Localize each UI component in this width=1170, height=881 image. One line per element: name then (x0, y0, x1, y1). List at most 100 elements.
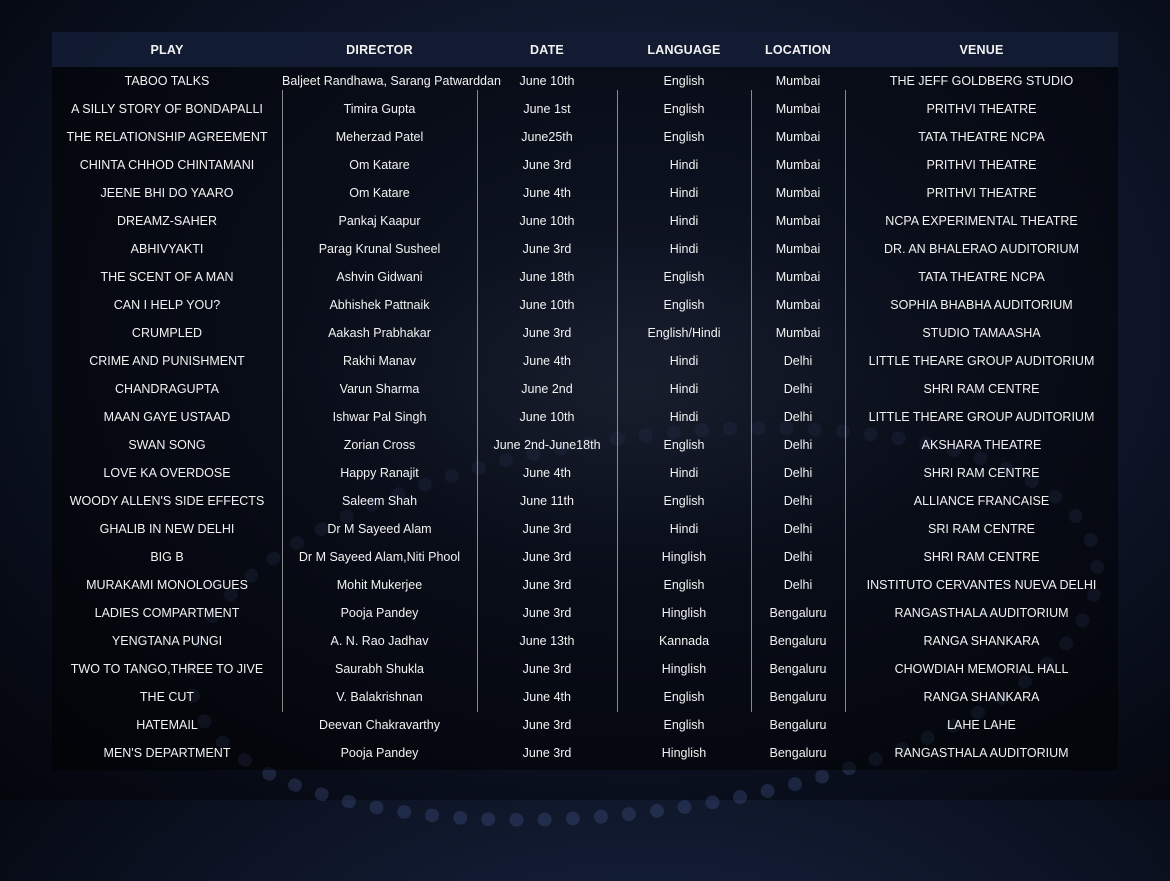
cell-language: English (663, 298, 705, 312)
cell-date: June 2nd-June18th (493, 438, 601, 452)
cell-location: Bengaluru (769, 606, 827, 620)
cell-play: LADIES COMPARTMENT (94, 606, 240, 620)
cell-venue: LITTLE THEARE GROUP AUDITORIUM (868, 354, 1095, 368)
cell-venue: SHRI RAM CENTRE (923, 382, 1040, 396)
cell-date: June 3rd (522, 242, 572, 256)
cell-director: V. Balakrishnan (336, 690, 423, 704)
cell-language: Kannada (658, 634, 710, 648)
cell-language: English (663, 102, 705, 116)
cell-play: MAAN GAYE USTAAD (103, 410, 231, 424)
cell-date: June 10th (519, 410, 575, 424)
cell-location: Mumbai (775, 102, 821, 116)
cell-venue: THE JEFF GOLDBERG STUDIO (889, 74, 1074, 88)
table-row: MAAN GAYE USTAAD Ishwar Pal Singh June 10t… (52, 403, 1118, 431)
cell-venue: LITTLE THEARE GROUP AUDITORIUM (868, 410, 1095, 424)
cell-play: CHINTA CHHOD CHINTAMANI (79, 158, 255, 172)
cell-location: Mumbai (775, 74, 821, 88)
table-row: THE CUT V. Balakrishnan June 4th English Ben… (52, 683, 1118, 711)
table-row: CHANDRAGUPTA Varun Sharma June 2nd Hindi Del… (52, 375, 1118, 403)
cell-language: English (663, 438, 705, 452)
cell-location: Bengaluru (769, 718, 827, 732)
cell-language: Hindi (669, 214, 699, 228)
cell-venue: NCPA EXPERIMENTAL THEATRE (885, 214, 1078, 228)
table-row: BIG B Dr M Sayeed Alam,Niti Phool June 3rd… (52, 543, 1118, 571)
cell-venue: STUDIO TAMAASHA (922, 326, 1041, 340)
cell-director: Aakash Prabhakar (328, 326, 431, 340)
plays-schedule-table: PLAY DIRECTOR DATE LANGUAGE LOCATION VENUE TA… (52, 32, 1118, 767)
cell-director: Pooja Pandey (340, 746, 419, 760)
cell-location: Mumbai (775, 214, 821, 228)
cell-venue: SOPHIA BHABHA AUDITORIUM (890, 298, 1073, 312)
cell-director: Happy Ranajit (340, 466, 419, 480)
cell-play: MEN'S DEPARTMENT (103, 746, 231, 760)
cell-play: CRUMPLED (131, 326, 203, 340)
cell-play: TABOO TALKS (124, 74, 210, 88)
cell-play: CHANDRAGUPTA (115, 382, 219, 396)
column-header-venue: VENUE (845, 32, 1118, 67)
cell-play: ABHIVYAKTI (130, 242, 204, 256)
cell-date: June 1st (523, 102, 571, 116)
cell-date: June 3rd (522, 522, 572, 536)
column-header-language: LANGUAGE (617, 32, 751, 67)
cell-location: Delhi (783, 550, 813, 564)
cell-director: Timira Gupta (343, 102, 416, 116)
cell-location: Delhi (783, 354, 813, 368)
cell-director: Abhishek Pattnaik (329, 298, 430, 312)
cell-location: Mumbai (775, 270, 821, 284)
table-row: THE SCENT OF A MAN Ashvin Gidwani June 18t… (52, 263, 1118, 291)
cell-date: June 10th (519, 298, 575, 312)
cell-director: Dr M Sayeed Alam (327, 522, 432, 536)
table-row: SWAN SONG Zorian Cross June 2nd-June18th En… (52, 431, 1118, 459)
table-row: A SILLY STORY OF BONDAPALLI Timira Gupta J… (52, 95, 1118, 123)
cell-director: Saurabh Shukla (335, 662, 424, 676)
table-row: TABOO TALKS Baljeet Randhawa, Sarang Patw… (52, 67, 1118, 95)
column-divider (282, 90, 283, 712)
cell-play: WOODY ALLEN'S SIDE EFFECTS (69, 494, 265, 508)
cell-location: Delhi (783, 382, 813, 396)
cell-play: SWAN SONG (128, 438, 206, 452)
cell-venue: RANGA SHANKARA (923, 634, 1040, 648)
cell-venue: TATA THEATRE NCPA (918, 130, 1045, 144)
table-row: GHALIB IN NEW DELHI Dr M Sayeed Alam June … (52, 515, 1118, 543)
cell-location: Mumbai (775, 298, 821, 312)
column-header-date: DATE (477, 32, 617, 67)
cell-location: Bengaluru (769, 746, 827, 760)
cell-language: English (663, 718, 705, 732)
cell-date: June 4th (523, 354, 571, 368)
cell-location: Bengaluru (769, 634, 827, 648)
cell-director: A. N. Rao Jadhav (330, 634, 429, 648)
table-row: MEN'S DEPARTMENT Pooja Pandey June 3rd Hing… (52, 739, 1118, 767)
cell-location: Mumbai (775, 242, 821, 256)
cell-director: Varun Sharma (339, 382, 420, 396)
cell-date: June 4th (523, 466, 571, 480)
cell-date: June 3rd (522, 718, 572, 732)
table-row: LADIES COMPARTMENT Pooja Pandey June 3rd Hi… (52, 599, 1118, 627)
table-row: CHINTA CHHOD CHINTAMANI Om Katare June 3rd… (52, 151, 1118, 179)
cell-date: June 3rd (522, 662, 572, 676)
cell-language: Hindi (669, 410, 699, 424)
cell-play: BIG B (150, 550, 184, 564)
cell-date: June 10th (519, 214, 575, 228)
table-header-row: PLAY DIRECTOR DATE LANGUAGE LOCATION VENUE (52, 32, 1118, 67)
cell-play: LOVE KA OVERDOSE (103, 466, 231, 480)
cell-location: Mumbai (775, 130, 821, 144)
cell-venue: RANGA SHANKARA (923, 690, 1040, 704)
cell-date: June 2nd (521, 382, 573, 396)
cell-director: Parag Krunal Susheel (318, 242, 441, 256)
cell-language: Hindi (669, 522, 699, 536)
cell-language: Hindi (669, 186, 699, 200)
cell-venue: SRI RAM CENTRE (928, 522, 1035, 536)
cell-venue: RANGASTHALA AUDITORIUM (894, 606, 1069, 620)
table-row: MURAKAMI MONOLOGUES Mohit Mukerjee June 3r… (52, 571, 1118, 599)
cell-language: Hinglish (661, 606, 707, 620)
cell-language: Hinglish (661, 550, 707, 564)
cell-director: Ishwar Pal Singh (332, 410, 427, 424)
cell-location: Delhi (783, 578, 813, 592)
table-row: LOVE KA OVERDOSE Happy Ranajit June 4th Hin… (52, 459, 1118, 487)
cell-play: THE CUT (139, 690, 195, 704)
cell-location: Mumbai (775, 186, 821, 200)
cell-director: Ashvin Gidwani (336, 270, 423, 284)
cell-language: English (663, 270, 705, 284)
cell-play: JEENE BHI DO YAARO (100, 186, 234, 200)
cell-venue: LAHE LAHE (947, 718, 1016, 732)
